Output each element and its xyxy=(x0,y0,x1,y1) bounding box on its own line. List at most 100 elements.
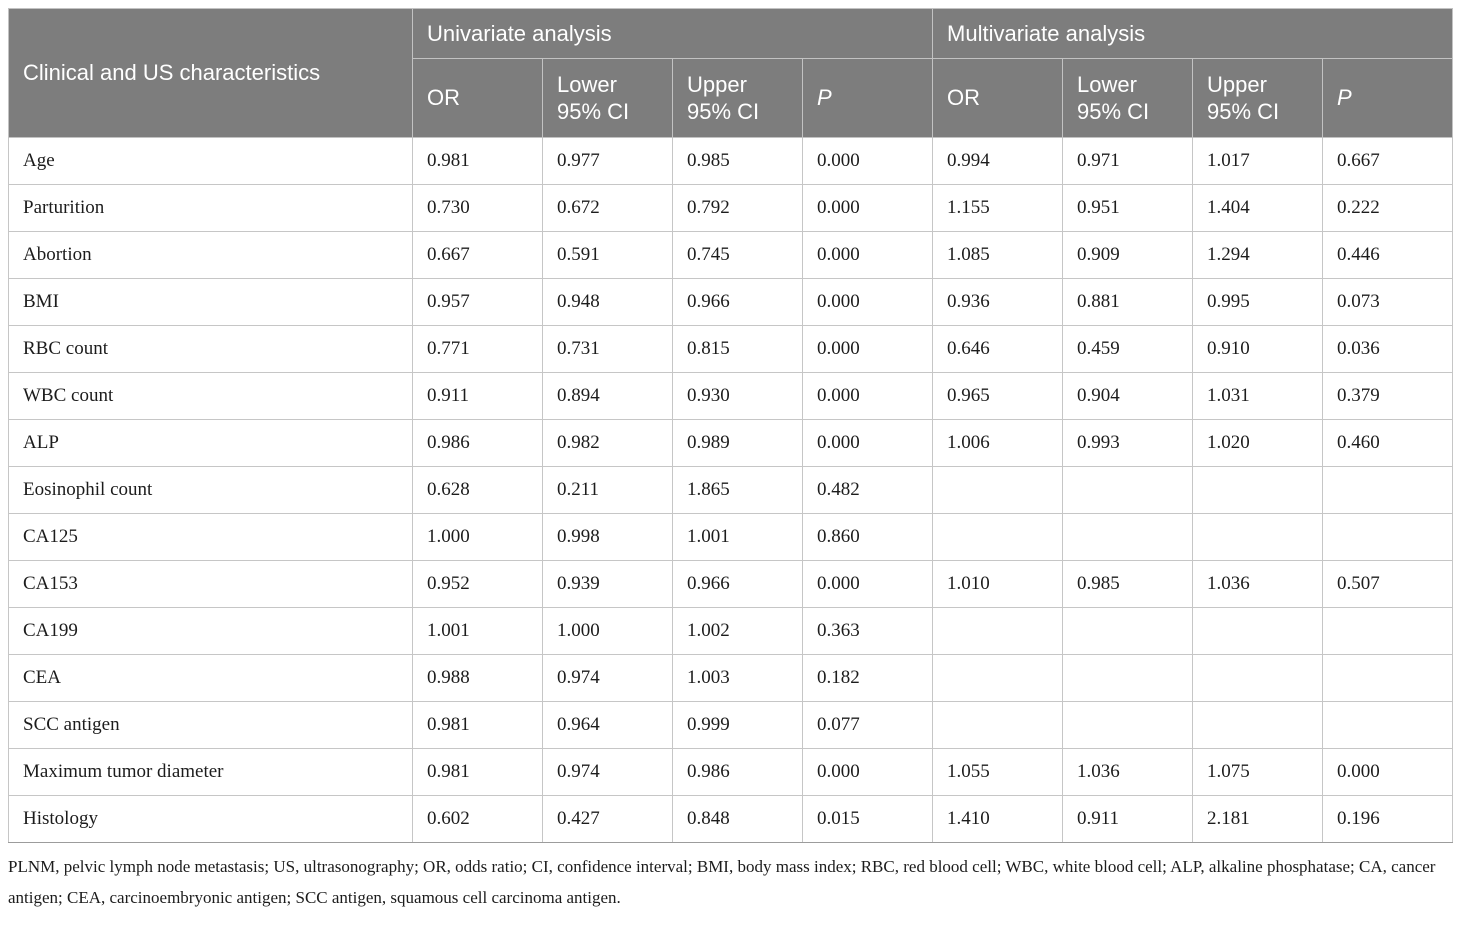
col-header-or-multi: OR xyxy=(932,58,1064,138)
row-label: SCC antigen xyxy=(8,701,413,749)
group-header-row: Clinical and US characteristics Univaria… xyxy=(8,8,1454,138)
cell: 0.196 xyxy=(1322,795,1454,843)
cell: 1.085 xyxy=(932,231,1064,279)
row-label: Histology xyxy=(8,795,413,843)
cell: 0.211 xyxy=(542,466,673,514)
cell: 0.000 xyxy=(801,372,934,420)
table-row: Parturition 0.730 0.672 0.792 0.000 1.15… xyxy=(8,184,1454,232)
group-header-multivariate: Multivariate analysis xyxy=(932,8,1454,59)
col-header-lower-ci-uni: Lower 95% CI xyxy=(542,58,673,138)
cell: 1.020 xyxy=(1192,419,1324,467)
row-label: Parturition xyxy=(8,184,413,232)
cell: 0.771 xyxy=(412,325,543,373)
cell: 0.731 xyxy=(542,325,673,373)
row-label: Maximum tumor diameter xyxy=(8,748,413,796)
cell: 1.155 xyxy=(932,184,1064,232)
cell: 0.000 xyxy=(801,184,934,232)
cell: 1.031 xyxy=(1192,372,1324,420)
cell: 0.036 xyxy=(1322,325,1454,373)
cell: 0.182 xyxy=(801,654,934,702)
cell xyxy=(1062,654,1194,702)
sub-header-row: OR Lower 95% CI Upper 95% CI P OR Lower … xyxy=(9,58,1454,138)
cell xyxy=(1192,654,1324,702)
cell xyxy=(1192,466,1324,514)
cell: 0.911 xyxy=(412,372,543,420)
cell: 0.951 xyxy=(1062,184,1194,232)
table-row: CEA 0.988 0.974 1.003 0.182 xyxy=(8,654,1454,702)
cell: 0.974 xyxy=(542,748,673,796)
cell: 0.591 xyxy=(542,231,673,279)
cell: 0.909 xyxy=(1062,231,1194,279)
cell: 0.077 xyxy=(801,701,934,749)
cell: 0.000 xyxy=(801,137,934,185)
cell: 0.848 xyxy=(672,795,803,843)
cell: 0.427 xyxy=(542,795,673,843)
cell: 0.986 xyxy=(412,419,543,467)
cell xyxy=(932,654,1064,702)
cell xyxy=(1322,513,1454,561)
cell: 1.010 xyxy=(932,560,1064,608)
cell: 0.981 xyxy=(412,748,543,796)
table-row: Eosinophil count 0.628 0.211 1.865 0.482 xyxy=(8,466,1454,514)
col-header-or-uni: OR xyxy=(412,58,543,138)
cell: 1.001 xyxy=(412,607,543,655)
table-footnote: PLNM, pelvic lymph node metastasis; US, … xyxy=(8,857,1436,907)
col-header-p-multi: P xyxy=(1322,58,1454,138)
cell: 1.294 xyxy=(1192,231,1324,279)
cell: 0.628 xyxy=(412,466,543,514)
row-label: Eosinophil count xyxy=(8,466,413,514)
cell: 1.410 xyxy=(932,795,1064,843)
cell: 0.379 xyxy=(1322,372,1454,420)
col-header-upper-ci-uni: Upper 95% CI xyxy=(672,58,803,138)
row-label: RBC count xyxy=(8,325,413,373)
cell: 0.667 xyxy=(1322,137,1454,185)
cell xyxy=(1062,607,1194,655)
cell: 0.952 xyxy=(412,560,543,608)
cell: 0.672 xyxy=(542,184,673,232)
cell: 0.646 xyxy=(932,325,1064,373)
cell: 1.006 xyxy=(932,419,1064,467)
cell: 0.363 xyxy=(801,607,934,655)
table-row: ALP 0.986 0.982 0.989 0.000 1.006 0.993 … xyxy=(8,419,1454,467)
cell: 0.981 xyxy=(412,137,543,185)
row-label: CA153 xyxy=(8,560,413,608)
cell: 0.000 xyxy=(801,419,934,467)
cell: 0.815 xyxy=(672,325,803,373)
row-label: BMI xyxy=(8,278,413,326)
cell: 0.966 xyxy=(672,560,803,608)
cell: 0.988 xyxy=(412,654,543,702)
cell: 0.482 xyxy=(801,466,934,514)
cell: 0.222 xyxy=(1322,184,1454,232)
cell: 0.998 xyxy=(542,513,673,561)
table-row: BMI 0.957 0.948 0.966 0.000 0.936 0.881 … xyxy=(8,278,1454,326)
cell: 2.181 xyxy=(1192,795,1324,843)
row-label: CEA xyxy=(8,654,413,702)
cell: 0.507 xyxy=(1322,560,1454,608)
cell: 0.860 xyxy=(801,513,934,561)
cell xyxy=(932,607,1064,655)
row-header-cell: Clinical and US characteristics xyxy=(8,8,413,138)
cell xyxy=(1322,466,1454,514)
cell: 0.904 xyxy=(1062,372,1194,420)
row-label: Age xyxy=(8,137,413,185)
analysis-table: Clinical and US characteristics Univaria… xyxy=(8,8,1454,843)
cell: 1.036 xyxy=(1192,560,1324,608)
cell: 0.982 xyxy=(542,419,673,467)
cell: 0.460 xyxy=(1322,419,1454,467)
cell xyxy=(1192,513,1324,561)
cell: 0.957 xyxy=(412,278,543,326)
cell: 0.015 xyxy=(801,795,934,843)
cell: 0.971 xyxy=(1062,137,1194,185)
cell: 0.910 xyxy=(1192,325,1324,373)
cell: 0.730 xyxy=(412,184,543,232)
cell: 0.989 xyxy=(672,419,803,467)
cell xyxy=(932,701,1064,749)
table-row: CA153 0.952 0.939 0.966 0.000 1.010 0.98… xyxy=(8,560,1454,608)
cell: 1.002 xyxy=(672,607,803,655)
cell: 0.999 xyxy=(672,701,803,749)
cell xyxy=(932,466,1064,514)
col-header-p-uni: P xyxy=(801,58,934,138)
row-label: CA199 xyxy=(8,607,413,655)
cell: 0.459 xyxy=(1062,325,1194,373)
cell: 0.939 xyxy=(542,560,673,608)
